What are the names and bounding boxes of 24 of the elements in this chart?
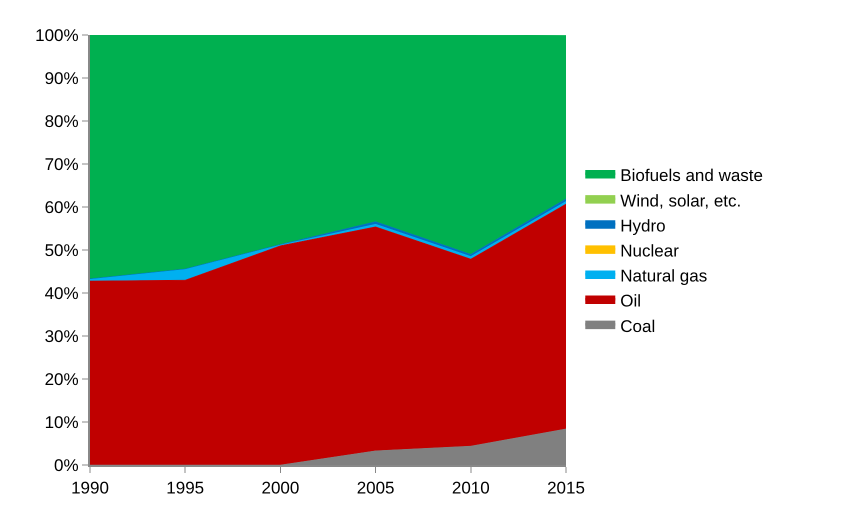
y-tick-label: 10% — [44, 412, 79, 432]
y-tick-label: 70% — [44, 154, 79, 174]
legend-label: Wind, solar, etc. — [620, 191, 742, 210]
y-tick-label: 60% — [44, 198, 79, 217]
legend-label: Coal — [620, 316, 656, 336]
x-tick-label: 1995 — [166, 478, 204, 498]
legend-label: Oil — [620, 292, 642, 311]
x-tick-label: 2005 — [356, 478, 395, 498]
y-tick-label: 50% — [44, 240, 79, 260]
y-tick-label: 30% — [44, 326, 79, 346]
y-tick-label: 90% — [44, 68, 79, 88]
x-tick-label: 2000 — [261, 478, 300, 498]
y-tick-label: 40% — [44, 284, 79, 303]
legend-label: Nuclear — [620, 241, 680, 260]
y-tick-label: 20% — [44, 370, 79, 389]
x-tick-label: 1990 — [71, 478, 109, 498]
y-tick-label: 100% — [35, 26, 79, 45]
legend-label: Biofuels and waste — [620, 166, 763, 186]
x-tick-label: 2015 — [547, 478, 585, 498]
y-tick-label: 80% — [44, 112, 79, 131]
y-tick-label: 0% — [54, 456, 79, 475]
legend-label: Hydro — [620, 216, 666, 236]
legend-label: Natural gas — [620, 266, 708, 286]
x-tick-label: 2010 — [452, 478, 490, 498]
